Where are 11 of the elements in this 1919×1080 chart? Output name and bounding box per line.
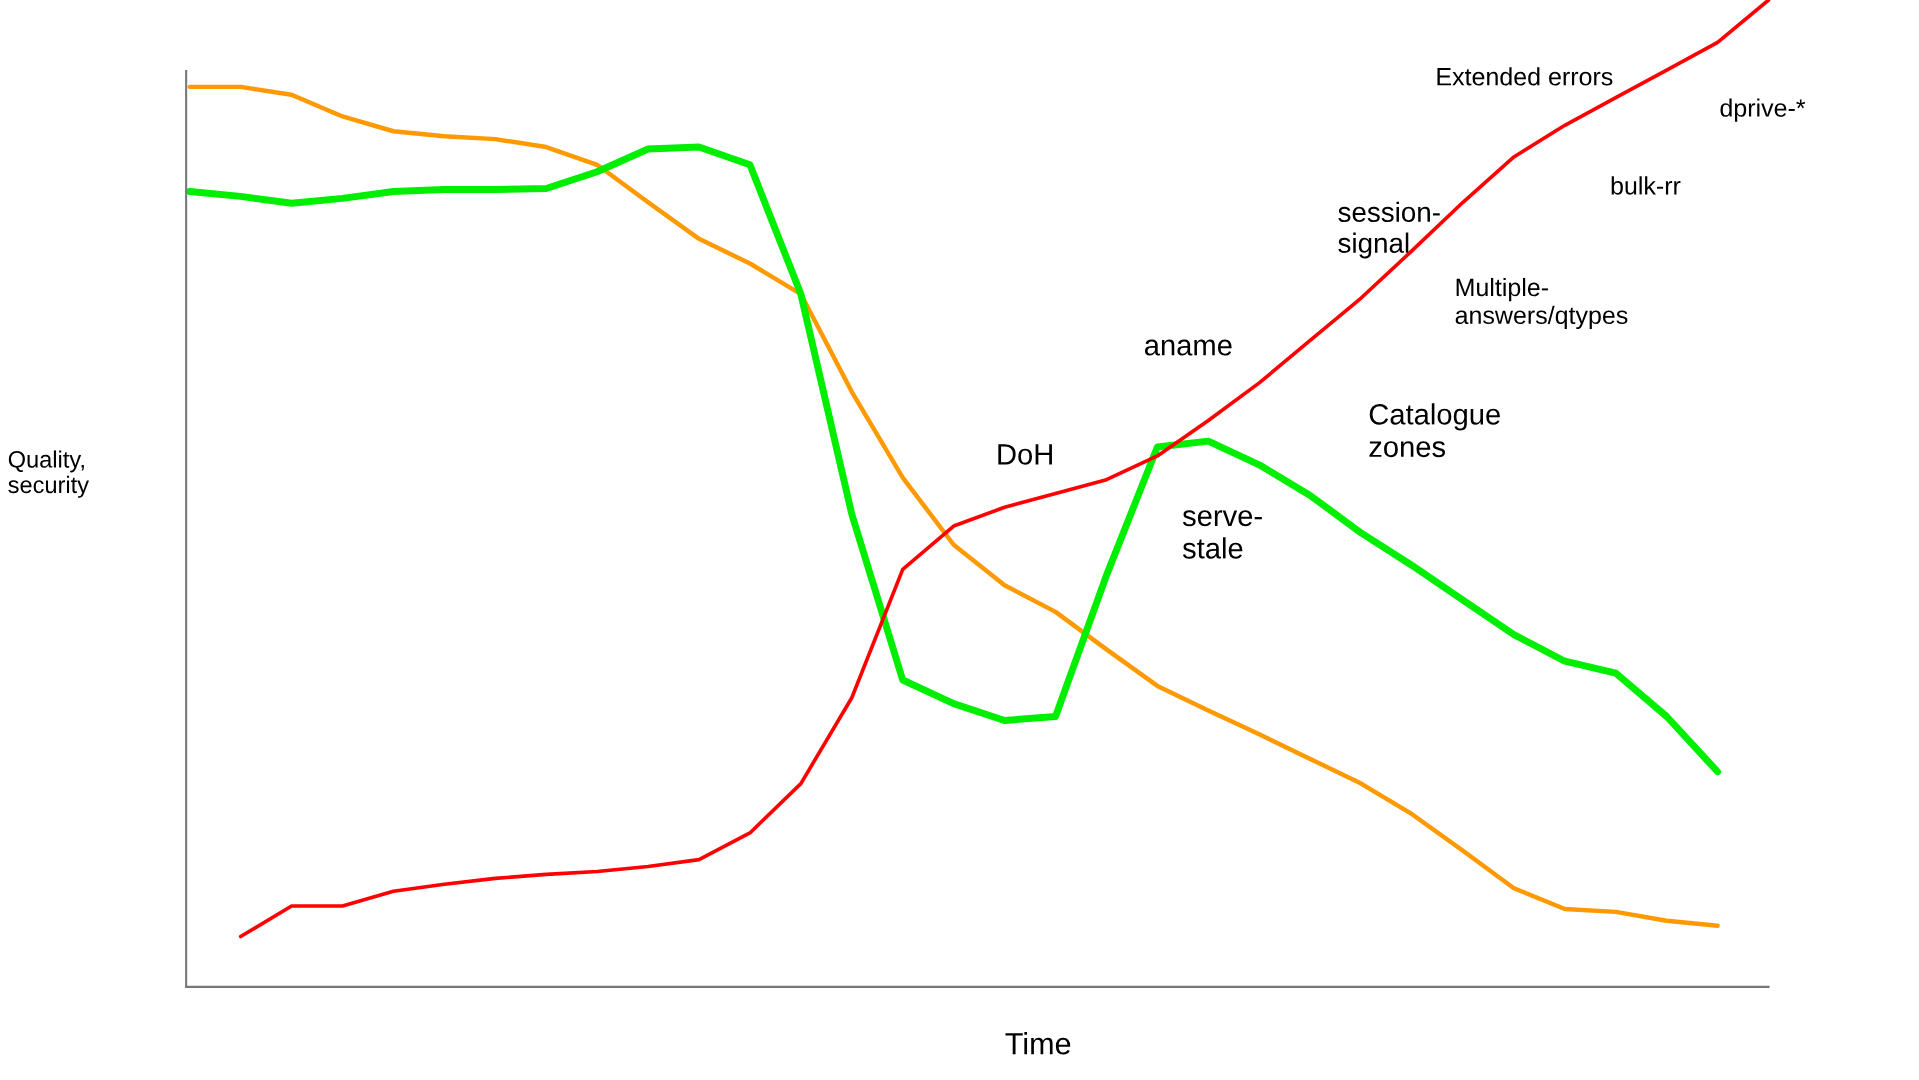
annotation: Multiple- answers/qtypes: [1455, 277, 1628, 330]
annotation: DoH: [998, 444, 1052, 465]
annotation: bulk-rr: [1611, 176, 1681, 195]
y-axis-title: Quality, security: [8, 450, 89, 498]
annotation: serve- stale: [1182, 510, 1262, 559]
annotation: Extended errors: [1437, 67, 1613, 86]
annotation: Catalogue zones: [1369, 403, 1500, 458]
x-axis-title: Time: [1005, 1032, 1071, 1055]
annotation: aname: [1144, 339, 1232, 356]
annotation: session- signal: [1338, 201, 1440, 259]
annotation: dprive-*: [1720, 98, 1806, 122]
